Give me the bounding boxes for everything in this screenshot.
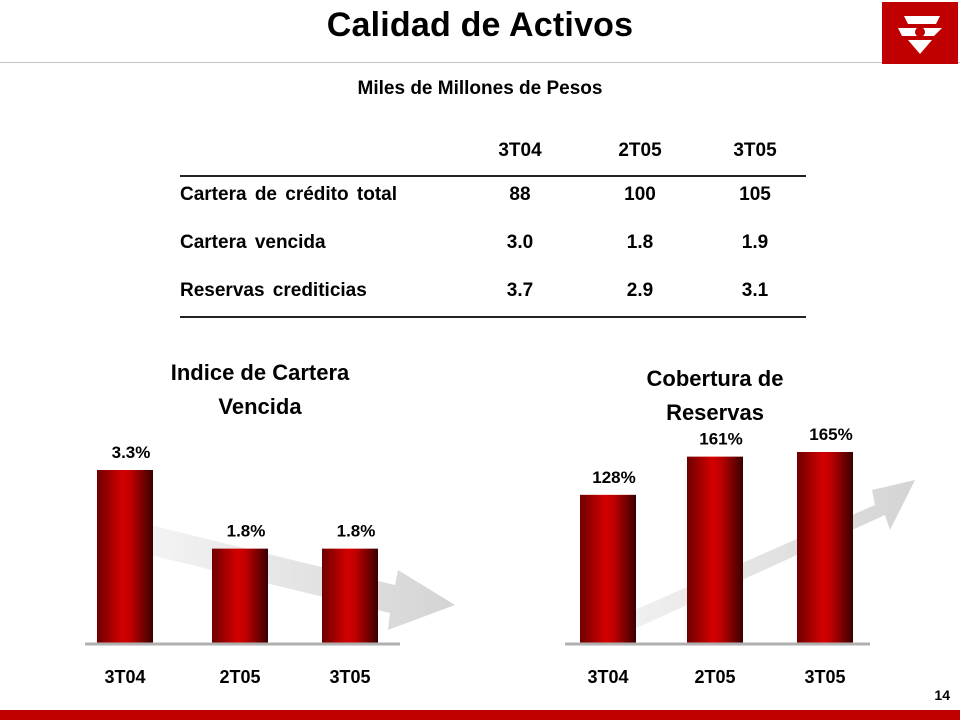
bar bbox=[797, 452, 853, 643]
bar bbox=[212, 548, 268, 643]
cell-value: 2.9 bbox=[626, 280, 654, 301]
table-bottom-rule bbox=[180, 316, 806, 318]
cell-value: 1.9 bbox=[741, 232, 769, 253]
table-header-3t05: 3T05 bbox=[733, 140, 777, 161]
chart-title-line: Vencida bbox=[218, 394, 302, 419]
data-label: 1.8% bbox=[227, 522, 266, 541]
chart-title-line: Cobertura de bbox=[646, 366, 784, 391]
bar bbox=[687, 456, 743, 643]
row-label: Cartera vencida bbox=[180, 232, 326, 253]
table-subtitle: Miles de Millones de Pesos bbox=[357, 78, 603, 99]
table-row: Reservas crediticias 3.7 2.9 3.1 bbox=[180, 280, 806, 308]
table-header-row: 3T04 2T05 3T05 bbox=[180, 140, 806, 170]
chart-title-line: Indice de Cartera bbox=[170, 360, 350, 385]
bar bbox=[322, 548, 378, 643]
bar bbox=[580, 494, 636, 643]
cell-value: 1.8 bbox=[626, 232, 654, 253]
category-label: 2T05 bbox=[694, 667, 735, 687]
category-label: 3T05 bbox=[329, 667, 370, 687]
data-label: 165% bbox=[809, 425, 852, 444]
row-label: Reservas crediticias bbox=[180, 280, 367, 301]
table-header-2t05: 2T05 bbox=[618, 140, 662, 161]
data-label: 161% bbox=[699, 430, 742, 449]
bank-logo-icon bbox=[882, 2, 958, 64]
data-label: 128% bbox=[592, 468, 635, 487]
footer-bar bbox=[0, 710, 960, 720]
data-label: 3.3% bbox=[112, 443, 151, 462]
table-row: Cartera vencida 3.0 1.8 1.9 bbox=[180, 232, 806, 260]
trend-arrow-icon bbox=[600, 480, 915, 640]
cell-value: 105 bbox=[739, 184, 771, 205]
cell-value: 3.0 bbox=[506, 232, 534, 253]
cell-value: 88 bbox=[509, 184, 531, 205]
category-label: 3T04 bbox=[104, 667, 145, 687]
data-label: 1.8% bbox=[337, 522, 376, 541]
trend-arrow-icon bbox=[150, 525, 455, 630]
cell-value: 3.1 bbox=[741, 280, 769, 301]
chart-title-reserve-coverage: Cobertura de Reservas bbox=[535, 362, 895, 430]
category-label: 3T04 bbox=[587, 667, 628, 687]
table-top-rule bbox=[180, 175, 806, 177]
title-divider bbox=[0, 62, 960, 63]
cell-value: 3.7 bbox=[506, 280, 534, 301]
slide-title: Calidad de Activos bbox=[326, 6, 634, 44]
cell-value: 100 bbox=[624, 184, 656, 205]
chart-title-line: Reservas bbox=[666, 400, 764, 425]
row-label: Cartera de crédito total bbox=[180, 184, 397, 205]
page-number: 14 bbox=[934, 687, 950, 703]
category-label: 3T05 bbox=[804, 667, 845, 687]
bar bbox=[97, 470, 153, 643]
table-row: Cartera de crédito total 88 100 105 bbox=[180, 184, 806, 212]
chart-title-npl-ratio: Indice de Cartera Vencida bbox=[80, 356, 440, 424]
table-header-3t04: 3T04 bbox=[498, 140, 542, 161]
category-label: 2T05 bbox=[219, 667, 260, 687]
